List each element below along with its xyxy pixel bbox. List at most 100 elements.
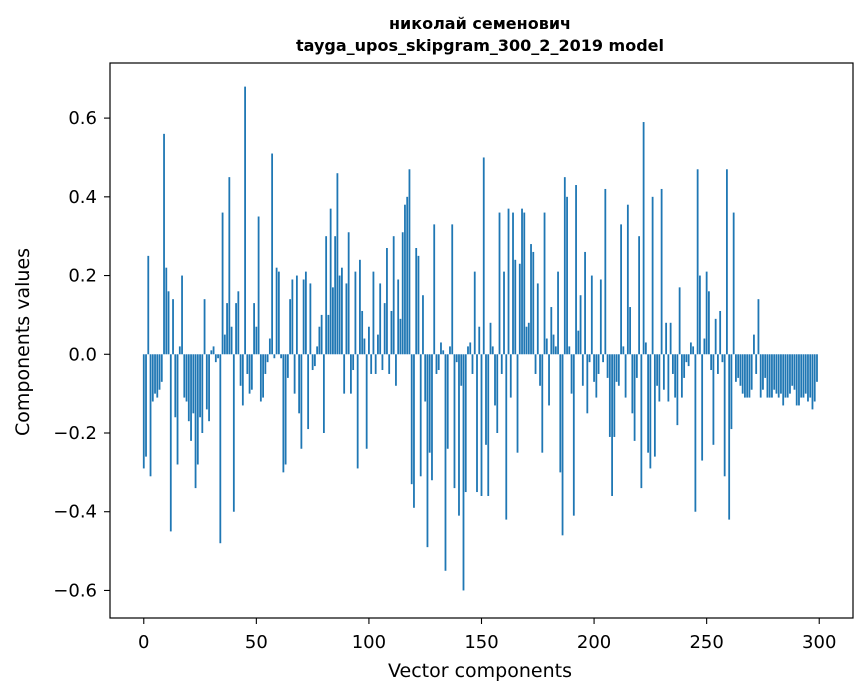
bar-279	[771, 354, 773, 398]
bar-97	[361, 310, 364, 355]
bar-34	[219, 354, 222, 544]
bar-90	[345, 283, 348, 355]
bar-43	[239, 354, 242, 386]
bar-16	[178, 346, 181, 355]
bar-78	[318, 326, 321, 355]
bar-150	[480, 354, 483, 496]
y-tick-label: 0.2	[68, 266, 97, 287]
bar-227	[653, 354, 656, 457]
bar-189	[568, 346, 571, 355]
bar-197	[586, 354, 589, 414]
bars-group	[142, 86, 818, 591]
bar-73	[307, 354, 310, 430]
bar-117	[406, 196, 409, 355]
bar-229	[658, 354, 661, 402]
bar-205	[604, 188, 607, 355]
bar-154	[489, 322, 492, 355]
bar-263	[735, 354, 737, 382]
bar-17	[181, 275, 183, 355]
bar-63	[284, 354, 287, 465]
bar-233	[667, 354, 670, 402]
bar-282	[777, 354, 780, 398]
bar-127	[428, 354, 431, 453]
bar-75	[311, 354, 314, 371]
bar-56	[268, 338, 271, 355]
bar-182	[552, 334, 555, 355]
bar-59	[275, 267, 278, 355]
bar-211	[617, 354, 620, 386]
chart-title-line-2: tayga_upos_skipgram_300_2_2019 model	[296, 36, 664, 55]
bar-24	[196, 354, 199, 465]
bar-101	[370, 354, 373, 374]
bar-174	[534, 354, 537, 374]
bar-19	[185, 354, 188, 402]
bar-69	[298, 354, 301, 414]
bar-193	[577, 330, 580, 355]
bar-260	[728, 354, 731, 520]
bar-105	[379, 283, 382, 355]
y-axis-ticks: −0.6 −0.4 −0.2 0.0 0.2 0.4 0.6	[53, 108, 110, 601]
bar-61	[280, 354, 283, 359]
bar-173	[532, 251, 535, 355]
bar-243	[689, 342, 692, 355]
bar-71	[302, 279, 305, 355]
bar-155	[491, 346, 494, 355]
bar-199	[590, 275, 593, 355]
bar-274	[759, 354, 762, 398]
bar-29	[208, 354, 210, 422]
bar-191	[572, 354, 575, 516]
bar-100	[368, 326, 370, 355]
bar-15	[176, 354, 179, 465]
bar-94	[354, 271, 357, 355]
bar-181	[550, 307, 553, 355]
bar-120	[413, 354, 415, 508]
bar-183	[554, 346, 557, 355]
bar-185	[559, 354, 562, 473]
bar-175	[536, 283, 539, 355]
y-tick-label: 0.6	[68, 108, 97, 129]
bar-144	[467, 346, 469, 355]
bar-280	[773, 354, 776, 390]
bar-226	[651, 196, 654, 355]
bar-232	[665, 322, 668, 355]
bar-25	[199, 354, 201, 418]
bar-145	[469, 342, 472, 355]
bar-28	[205, 354, 208, 410]
bar-132	[440, 342, 442, 355]
bar-204	[602, 354, 604, 363]
bar-23	[194, 354, 197, 489]
bar-165	[514, 259, 517, 355]
bar-281	[775, 354, 778, 394]
bar-248	[701, 354, 704, 461]
y-tick-label: −0.4	[53, 502, 97, 523]
bar-284	[782, 354, 785, 406]
bar-269	[748, 354, 751, 398]
x-axis-ticks: 0 50 100 150 200 250 300	[138, 618, 836, 653]
bar-278	[768, 354, 771, 398]
y-axis-label: Components values	[12, 248, 34, 436]
bar-198	[588, 354, 591, 363]
bar-108	[386, 248, 388, 355]
bar-76	[313, 354, 316, 367]
bar-83	[329, 208, 332, 355]
x-tick-label: 50	[245, 632, 268, 653]
bar-160	[503, 271, 505, 355]
bar-99	[365, 354, 368, 449]
bar-265	[739, 354, 742, 386]
bar-140	[458, 354, 460, 516]
bar-208	[611, 354, 613, 496]
bar-95	[356, 354, 359, 469]
bar-253	[712, 354, 715, 445]
bar-239	[680, 354, 683, 398]
bar-62	[282, 354, 285, 473]
bar-102	[372, 271, 375, 355]
bar-210	[615, 354, 618, 382]
bar-223	[644, 342, 647, 355]
bar-88	[341, 267, 343, 355]
bar-283	[780, 354, 782, 394]
bar-289	[793, 354, 796, 390]
bar-234	[669, 322, 672, 355]
bar-38	[228, 177, 231, 355]
bar-224	[647, 354, 650, 453]
